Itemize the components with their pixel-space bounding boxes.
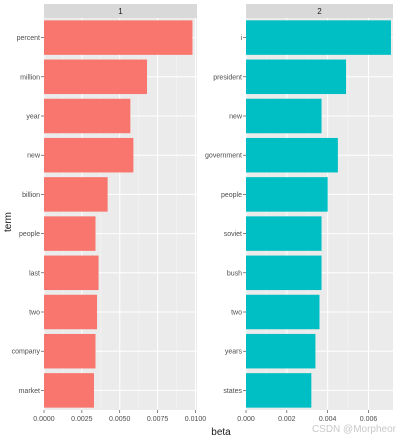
facet-strip-label: 2 <box>317 7 322 16</box>
bar-billion <box>44 177 108 212</box>
y-tick-label: billion <box>22 192 40 199</box>
bar-people <box>44 216 96 251</box>
bar-year <box>44 98 131 134</box>
y-tick-label: two <box>231 310 242 317</box>
bar-president <box>246 59 347 95</box>
x-tick-label: 0.004 <box>319 416 337 423</box>
bar-soviet <box>246 216 322 251</box>
facet-strip-label: 1 <box>118 7 123 16</box>
x-tick-label: 0.0075 <box>147 416 169 423</box>
bar-government <box>246 137 338 173</box>
bar-percent <box>44 20 193 55</box>
y-tick-label: new <box>27 153 41 160</box>
y-tick-label: people <box>19 231 40 238</box>
x-tick-label: 0.0025 <box>71 416 93 423</box>
bar-company <box>44 333 96 369</box>
panel-1: 1 percent million year new billion people last t… <box>12 4 207 423</box>
y-tick-label: bush <box>227 270 242 277</box>
panel-2: 2 i president new government people soviet bush… <box>205 4 393 423</box>
x-tick-label: 0.0000 <box>33 416 55 423</box>
y-tick-label: new <box>229 114 243 121</box>
facet-strip <box>246 4 393 18</box>
watermark: CSDN @Morpheor <box>312 424 397 435</box>
x-axis-title: beta <box>211 427 231 438</box>
y-tick-label: years <box>225 349 243 356</box>
bar-people <box>246 177 328 212</box>
bar-states <box>246 373 312 408</box>
x-tick-label: 0.000 <box>237 416 255 423</box>
x-tick-label: 0.0100 <box>185 416 207 423</box>
x-tick-label: 0.002 <box>278 416 296 423</box>
y-tick-label: two <box>29 310 40 317</box>
bar-million <box>44 59 148 95</box>
bar-i <box>246 20 391 55</box>
y-tick-label: million <box>20 74 40 81</box>
facet-strip <box>44 4 197 18</box>
bar-bush <box>246 255 322 291</box>
bar-new <box>246 98 322 134</box>
bar-years <box>246 333 316 369</box>
y-tick-label: market <box>19 388 40 395</box>
y-tick-label: president <box>213 74 242 81</box>
bar-two <box>44 294 98 330</box>
y-tick-label: company <box>12 349 41 356</box>
y-tick-label: states <box>223 388 242 395</box>
y-tick-label: percent <box>17 35 40 42</box>
y-tick-label: soviet <box>224 231 242 238</box>
bar-two <box>246 294 320 330</box>
bar-new <box>44 137 134 173</box>
y-tick-label: people <box>221 192 242 199</box>
y-tick-label: last <box>29 270 40 277</box>
y-tick-label: year <box>26 114 40 121</box>
x-tick-label: 0.0050 <box>109 416 131 423</box>
y-tick-label: i <box>240 35 242 42</box>
y-axis-title: term <box>3 212 14 232</box>
bar-market <box>44 373 94 408</box>
bar-last <box>44 255 99 291</box>
x-tick-label: 0.006 <box>360 416 378 423</box>
y-tick-label: government <box>205 153 242 160</box>
